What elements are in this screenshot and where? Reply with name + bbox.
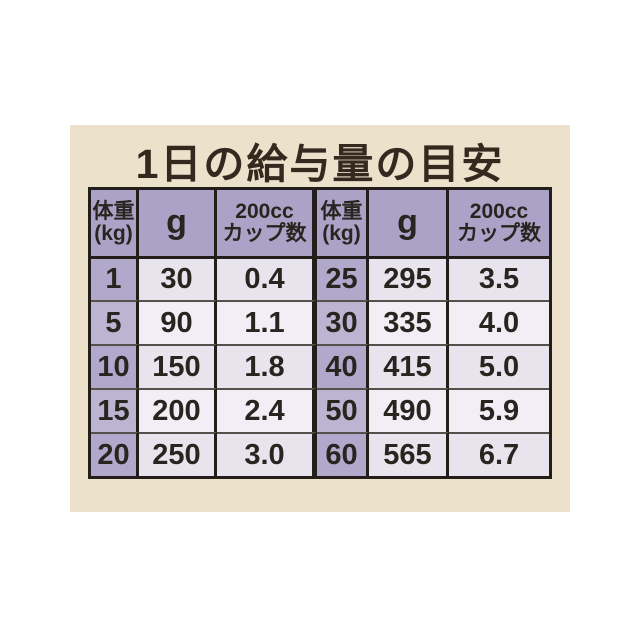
feeding-guide-card: 1日の給与量の目安 体重 (kg) g 200cc カップ数 体重 (kg) g… xyxy=(70,125,570,512)
cell-cups: 3.5 xyxy=(449,256,549,300)
header-cups-left-line1: 200cc xyxy=(235,199,294,223)
cell-grams: 415 xyxy=(369,344,449,388)
header-cups-left-line2: カップ数 xyxy=(222,222,307,245)
cell-cups: 4.0 xyxy=(449,300,549,344)
cell-weight: 60 xyxy=(317,432,369,476)
header-weight-left: 体重 (kg) xyxy=(91,190,139,256)
header-weight-left-line1: 体重 xyxy=(92,199,135,223)
header-cups-right-line1: 200cc xyxy=(469,199,529,223)
header-weight-left-line2: (kg) xyxy=(94,222,133,245)
header-weight-right-line1: 体重 xyxy=(320,199,363,223)
cell-cups: 2.4 xyxy=(217,388,317,432)
cell-weight: 20 xyxy=(91,432,139,476)
header-grams-left-label: g xyxy=(166,203,187,242)
cell-cups: 5.0 xyxy=(449,344,549,388)
cell-cups: 0.4 xyxy=(217,256,317,300)
cell-grams: 30 xyxy=(139,256,217,300)
cell-cups: 1.1 xyxy=(217,300,317,344)
cell-weight: 1 xyxy=(91,256,139,300)
cell-cups: 5.9 xyxy=(449,388,549,432)
cell-cups: 6.7 xyxy=(449,432,549,476)
header-grams-left: g xyxy=(139,190,217,256)
feeding-table: 体重 (kg) g 200cc カップ数 体重 (kg) g 200cc カップ… xyxy=(88,187,552,479)
header-weight-right: 体重 (kg) xyxy=(317,190,369,256)
cell-grams: 335 xyxy=(369,300,449,344)
cell-grams: 250 xyxy=(139,432,217,476)
cell-grams: 565 xyxy=(369,432,449,476)
cell-grams: 490 xyxy=(369,388,449,432)
header-cups-right: 200cc カップ数 xyxy=(449,190,549,256)
header-cups-right-line2: カップ数 xyxy=(457,222,541,245)
cell-grams: 295 xyxy=(369,256,449,300)
cell-weight: 5 xyxy=(91,300,139,344)
cell-grams: 90 xyxy=(139,300,217,344)
cell-weight: 50 xyxy=(317,388,369,432)
feeding-guide-title: 1日の給与量の目安 xyxy=(135,141,505,187)
cell-weight: 25 xyxy=(317,256,369,300)
header-weight-right-line2: (kg) xyxy=(322,222,361,245)
cell-weight: 30 xyxy=(317,300,369,344)
cell-grams: 150 xyxy=(139,344,217,388)
cell-weight: 10 xyxy=(91,344,139,388)
cell-weight: 15 xyxy=(91,388,139,432)
header-cups-left: 200cc カップ数 xyxy=(217,190,317,256)
cell-grams: 200 xyxy=(139,388,217,432)
cell-weight: 40 xyxy=(317,344,369,388)
cell-cups: 1.8 xyxy=(217,344,317,388)
cell-cups: 3.0 xyxy=(217,432,317,476)
header-grams-right: g xyxy=(369,190,449,256)
header-grams-right-label: g xyxy=(397,203,418,242)
